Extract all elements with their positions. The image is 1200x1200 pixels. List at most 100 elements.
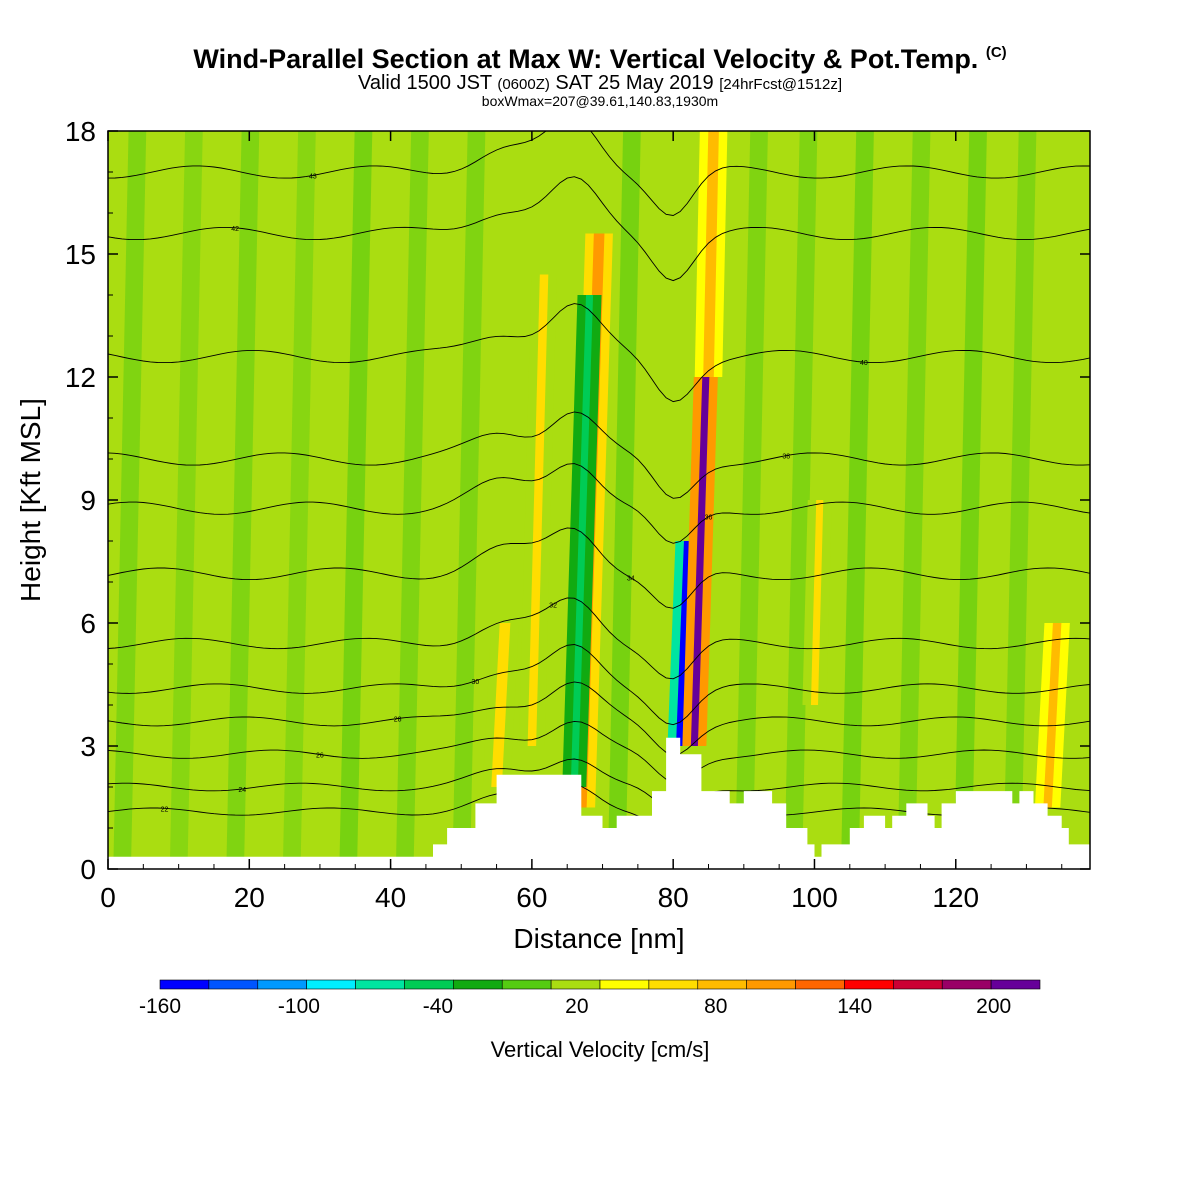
chart-subtitle: Valid 1500 JST (0600Z) SAT 25 May 2019 [… — [0, 72, 1200, 95]
y-tick-label: 6 — [80, 608, 96, 639]
background-band — [734, 131, 768, 869]
background-band — [339, 131, 373, 869]
x-tick-label: 40 — [375, 882, 406, 913]
theta-contour-line — [108, 597, 1090, 680]
theta-contour-line — [108, 411, 1090, 499]
colorbar-swatch — [941, 979, 992, 990]
theta-contours: 22 24 26 28 30 32 34 36 38 40 42 43 — [108, 131, 1090, 833]
y-tick-label: 3 — [80, 731, 96, 762]
theta-contour-line — [108, 681, 1090, 756]
copyright-mark: (C) — [985, 44, 1007, 61]
x-tick-label: 120 — [932, 882, 979, 913]
background-band — [169, 131, 203, 869]
colorbar-swatch — [697, 979, 747, 990]
theta-contour-label: 28 — [394, 717, 402, 724]
velocity-feature — [570, 295, 594, 787]
valid-utc: (0600Z) — [497, 76, 550, 93]
y-tick-label: 0 — [80, 854, 96, 885]
forecast-info: [24hrFcst@1512z] — [719, 76, 843, 93]
velocity-feature — [703, 131, 719, 377]
colorbar: -160 -100 -40 20 80 140 200 — [139, 979, 1041, 1018]
boxwmax-label: boxWmax=207@39.61,140.83,1930m — [481, 93, 719, 109]
colorbar-swatch — [355, 979, 405, 990]
background-band — [282, 131, 316, 869]
theta-contour-label: 34 — [627, 576, 635, 583]
colorbar-swatch — [844, 979, 894, 990]
velocity-feature — [690, 377, 710, 746]
theta-contour-line — [108, 463, 1090, 544]
theta-contour-label: 36 — [705, 515, 713, 522]
background-band — [452, 131, 486, 869]
theta-contour-line — [108, 720, 1090, 783]
colorbar-swatch — [893, 979, 943, 990]
theta-contour-label: 40 — [860, 360, 868, 367]
colorbar-swatch — [648, 979, 699, 990]
theta-contour-line — [108, 644, 1090, 726]
x-axis-label: Distance [nm] — [513, 923, 684, 954]
y-axis-label: Height [Kft MSL] — [15, 398, 46, 602]
background-band — [897, 131, 931, 869]
velocity-feature — [810, 500, 824, 705]
velocity-feature — [491, 623, 511, 787]
colorbar-label: Vertical Velocity [cm/s] — [491, 1037, 710, 1062]
colorbar-tick-label: 80 — [704, 995, 727, 1018]
theta-contour-line — [108, 527, 1090, 609]
colorbar-swatch — [208, 979, 259, 990]
colorbar-swatch — [501, 979, 552, 990]
y-tick-label: 9 — [80, 485, 96, 516]
terrain-polygon — [108, 737, 1090, 869]
background-band — [1003, 131, 1037, 869]
colorbar-swatch — [257, 979, 307, 990]
colorbar-swatch — [453, 979, 503, 990]
theta-contour-label: 38 — [782, 454, 790, 461]
velocity-feature — [1043, 623, 1062, 808]
colorbar-swatch — [795, 979, 845, 990]
theta-contour-label: 32 — [549, 602, 557, 609]
y-tick-label: 18 — [65, 116, 96, 147]
x-tick-label: 60 — [516, 882, 547, 913]
colorbar-tick-label: -160 — [139, 995, 181, 1018]
background-band — [954, 131, 987, 869]
colorbar-tick-label: -100 — [278, 995, 320, 1018]
theta-contour-label: 24 — [238, 787, 246, 794]
x-tick-label: 80 — [658, 882, 689, 913]
terrain — [108, 737, 1090, 869]
theta-contour-line — [108, 303, 1090, 403]
colorbar-swatch — [306, 979, 356, 990]
colorbar-swatch — [404, 979, 454, 990]
title-main: Wind-Parallel Section at Max W: Vertical… — [193, 44, 979, 74]
theta-contour-label: 30 — [471, 679, 479, 686]
valid-time: Valid 1500 JST — [357, 72, 492, 94]
colorbar-tick-label: 200 — [976, 995, 1011, 1018]
colorbar-swatch — [159, 979, 210, 990]
theta-contour-label: 22 — [161, 806, 169, 813]
theta-contour-line — [108, 176, 1090, 282]
theta-contour-line — [108, 758, 1090, 810]
background-band — [113, 131, 147, 869]
theta-contour-label: 42 — [231, 226, 239, 233]
colorbar-swatch — [746, 979, 796, 990]
colorbar-swatch — [599, 979, 650, 990]
valid-date: SAT 25 May 2019 — [555, 72, 714, 94]
chart-title: Wind-Parallel Section at Max W: Vertical… — [0, 44, 1200, 75]
colorbar-tick-label: -40 — [423, 995, 453, 1018]
y-tick-label: 15 — [65, 239, 96, 270]
x-tick-label: 0 — [100, 882, 116, 913]
background-band — [840, 131, 874, 869]
theta-contour-line — [108, 131, 1090, 216]
x-tick-label: 20 — [234, 882, 265, 913]
velocity-feature — [527, 274, 549, 746]
theta-contour-label: 26 — [316, 753, 324, 760]
theta-contour-label: 43 — [309, 173, 317, 180]
velocity-field — [108, 131, 1090, 869]
y-tick-label: 12 — [65, 362, 96, 393]
background-band — [607, 131, 641, 869]
colorbar-swatch — [550, 979, 601, 990]
x-tick-label: 100 — [791, 882, 838, 913]
colorbar-swatch — [990, 979, 1041, 990]
background-band — [784, 131, 818, 869]
colorbar-tick-label: 20 — [565, 995, 588, 1018]
colorbar-tick-label: 140 — [837, 995, 872, 1018]
